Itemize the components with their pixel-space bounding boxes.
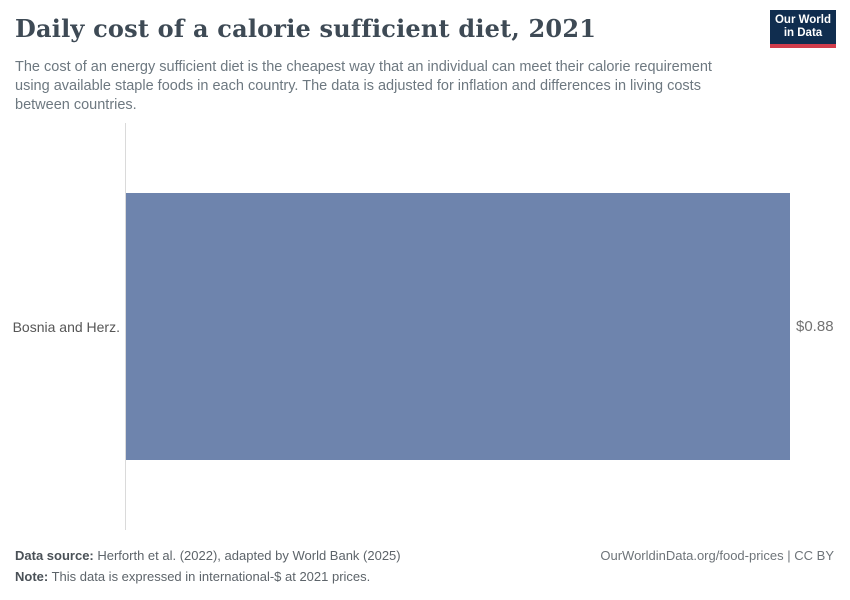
owid-logo[interactable]: Our World in Data (770, 10, 836, 48)
page-title: Daily cost of a calorie sufficient diet,… (15, 14, 597, 43)
owid-logo-line2: in Data (783, 27, 823, 39)
chart-subtitle: The cost of an energy sufficient diet is… (15, 59, 712, 113)
bar[interactable] (126, 193, 790, 460)
owid-logo-line1: Our World (774, 13, 831, 26)
data-source-label: Data source: (15, 548, 94, 563)
note-text: This data is expressed in international-… (48, 569, 371, 584)
entity-label: Bosnia and Herz. (12, 319, 120, 335)
bar-value-label: $0.88 (796, 318, 834, 335)
data-source-line: Data source: Herforth et al. (2022), ada… (15, 548, 401, 563)
owid-url-license-link[interactable]: OurWorldinData.org/food-prices | CC BY (600, 548, 834, 563)
note-line: Note: This data is expressed in internat… (15, 569, 370, 584)
y-axis-line (125, 123, 126, 530)
data-source-text: Herforth et al. (2022), adapted by World… (93, 548, 401, 563)
note-label: Note: (15, 569, 49, 584)
